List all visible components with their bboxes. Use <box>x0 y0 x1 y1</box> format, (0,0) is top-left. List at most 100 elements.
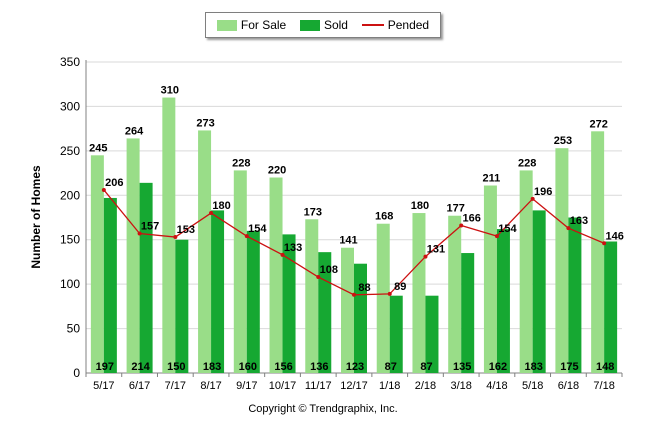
x-tick-label: 9/17 <box>236 380 257 392</box>
y-tick-label: 0 <box>73 366 80 380</box>
x-tick-label: 5/18 <box>522 380 543 392</box>
label-pended: 89 <box>394 281 406 293</box>
bar-sold <box>246 230 260 373</box>
label-sold: 214 <box>131 361 150 373</box>
label-for-sale: 228 <box>232 157 250 169</box>
label-sold: 123 <box>346 361 364 373</box>
y-tick-label: 300 <box>60 99 80 113</box>
copyright-text: Copyright © Trendgraphix, Inc. <box>248 403 398 415</box>
label-sold: 156 <box>274 361 292 373</box>
legend-item-sold: Sold <box>299 18 348 32</box>
label-for-sale: 177 <box>447 203 465 215</box>
label-for-sale: 173 <box>304 206 322 218</box>
pended-point <box>459 223 464 228</box>
bar-for-sale <box>90 155 104 373</box>
label-pended: 88 <box>358 282 370 294</box>
x-tick-label: 2/18 <box>415 380 436 392</box>
pended-point <box>387 291 392 296</box>
label-sold: 162 <box>489 361 507 373</box>
y-tick-label: 50 <box>67 322 81 336</box>
bar-sold <box>604 241 618 373</box>
label-pended: 154 <box>498 223 517 235</box>
x-tick-label: 7/17 <box>165 380 186 392</box>
pended-point <box>173 235 178 240</box>
legend-label-for-sale: For Sale <box>240 18 287 32</box>
legend-label-sold: Sold <box>323 18 348 32</box>
label-pended: 146 <box>605 230 623 242</box>
y-tick-label: 150 <box>60 233 80 247</box>
label-pended: 180 <box>212 200 230 212</box>
x-tick-label: 5/17 <box>93 380 114 392</box>
bar-sold <box>103 197 117 373</box>
bar-for-sale <box>555 148 569 373</box>
bar-sold <box>354 263 367 373</box>
label-for-sale: 310 <box>161 85 179 97</box>
label-pended: 133 <box>284 242 302 254</box>
label-pended: 108 <box>320 264 338 276</box>
bar-for-sale <box>591 131 605 373</box>
label-sold: 148 <box>596 361 614 373</box>
bar-for-sale <box>483 185 497 373</box>
y-tick-label: 350 <box>60 55 80 69</box>
bar-for-sale <box>198 130 212 373</box>
bar-sold <box>211 210 225 373</box>
label-pended: 163 <box>570 215 588 227</box>
bar-for-sale <box>341 247 354 373</box>
label-for-sale: 228 <box>518 157 536 169</box>
legend-swatch-for-sale <box>216 19 237 31</box>
bar-for-sale <box>448 215 462 373</box>
pended-point <box>101 187 106 192</box>
y-tick-label: 200 <box>60 188 80 202</box>
label-pended: 154 <box>248 223 267 235</box>
label-for-sale: 245 <box>89 142 107 154</box>
label-pended: 131 <box>427 244 445 256</box>
x-tick-label: 12/17 <box>340 380 368 392</box>
pended-point <box>352 292 356 297</box>
label-pended: 196 <box>534 186 552 198</box>
legend-swatch-pended <box>361 24 384 26</box>
bar-sold <box>461 253 475 373</box>
pended-point <box>494 234 499 239</box>
x-tick-label: 8/17 <box>200 380 221 392</box>
label-pended: 206 <box>105 177 123 189</box>
bar-sold <box>175 239 189 373</box>
label-for-sale: 211 <box>483 173 501 185</box>
label-for-sale: 273 <box>196 117 214 129</box>
bar-sold <box>389 295 403 373</box>
pended-point <box>530 196 535 201</box>
bar-sold <box>568 217 582 373</box>
label-sold: 150 <box>167 361 185 373</box>
bar-for-sale <box>519 170 533 373</box>
label-pended: 166 <box>463 212 481 224</box>
x-tick-label: 11/17 <box>305 380 332 392</box>
bar-for-sale <box>126 138 140 373</box>
legend: For Sale Sold Pended <box>205 12 441 38</box>
label-sold: 175 <box>560 361 578 373</box>
pended-point <box>316 275 321 280</box>
label-for-sale: 272 <box>589 118 607 130</box>
pended-point <box>566 226 571 231</box>
label-sold: 136 <box>310 361 328 373</box>
label-pended: 153 <box>177 224 195 236</box>
label-for-sale: 253 <box>554 135 572 147</box>
y-tick-label: 100 <box>60 277 80 291</box>
bar-sold <box>496 229 510 373</box>
label-for-sale: 141 <box>339 235 357 247</box>
x-tick-label: 7/18 <box>593 380 614 392</box>
label-sold: 87 <box>385 361 397 373</box>
legend-item-for-sale: For Sale <box>216 18 287 32</box>
pended-point <box>602 241 607 246</box>
legend-label-pended: Pended <box>387 18 430 32</box>
pended-point <box>209 211 214 216</box>
bar-for-sale <box>412 213 426 373</box>
label-for-sale: 220 <box>268 165 286 177</box>
label-sold: 197 <box>96 361 114 373</box>
x-tick-label: 3/18 <box>450 380 471 392</box>
label-for-sale: 168 <box>375 211 393 223</box>
label-sold: 87 <box>420 361 432 373</box>
label-sold: 183 <box>524 361 542 373</box>
bar-for-sale <box>233 170 247 373</box>
bar-sold <box>532 210 546 373</box>
x-tick-label: 4/18 <box>486 380 507 392</box>
